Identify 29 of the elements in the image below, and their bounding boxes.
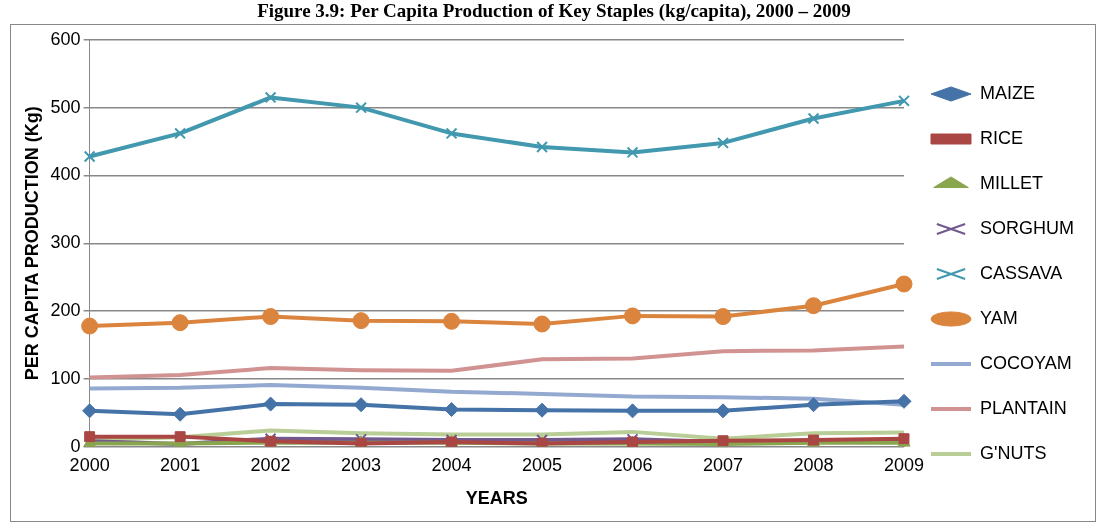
legend-label: RICE	[980, 127, 1024, 148]
x-axis-title: YEARS	[465, 488, 528, 509]
y-axis-title: PER CAPITA PRODUCTION (Kg)	[21, 106, 42, 381]
x-tick-label: 2000	[69, 454, 110, 475]
x-tick-label: 2005	[522, 454, 563, 475]
y-tick-label: 300	[50, 232, 81, 253]
x-tick-label: 2006	[612, 454, 653, 475]
x-tick-label: 2007	[703, 454, 744, 475]
x-tick-label: 2001	[160, 454, 201, 475]
legend-label: G'NUTS	[980, 442, 1047, 463]
chart-title: Figure 3.9: Per Capita Production of Key Staples (kg/capita), 2000 – 2009	[256, 0, 852, 22]
x-tick-label: 2009	[883, 454, 925, 475]
x-tick-label: 2008	[793, 454, 834, 475]
legend-label: YAM	[980, 307, 1018, 328]
legend-label: COCOYAM	[980, 352, 1072, 373]
legend-label: PLANTAIN	[980, 397, 1067, 418]
y-tick-label: 0	[70, 435, 81, 456]
legend-label: SORGHUM	[980, 217, 1074, 238]
legend-label: MILLET	[980, 172, 1044, 193]
y-tick-label: 400	[50, 164, 81, 185]
y-tick-label: 200	[50, 300, 81, 321]
x-tick-label: 2002	[250, 454, 291, 475]
x-tick-label: 2004	[431, 454, 472, 475]
y-tick-label: 600	[50, 28, 81, 49]
x-tick-label: 2003	[341, 454, 382, 475]
legend-label: MAIZE	[980, 82, 1036, 103]
y-tick-label: 500	[50, 96, 81, 117]
y-tick-label: 100	[50, 367, 81, 388]
legend-label: CASSAVA	[980, 262, 1063, 283]
